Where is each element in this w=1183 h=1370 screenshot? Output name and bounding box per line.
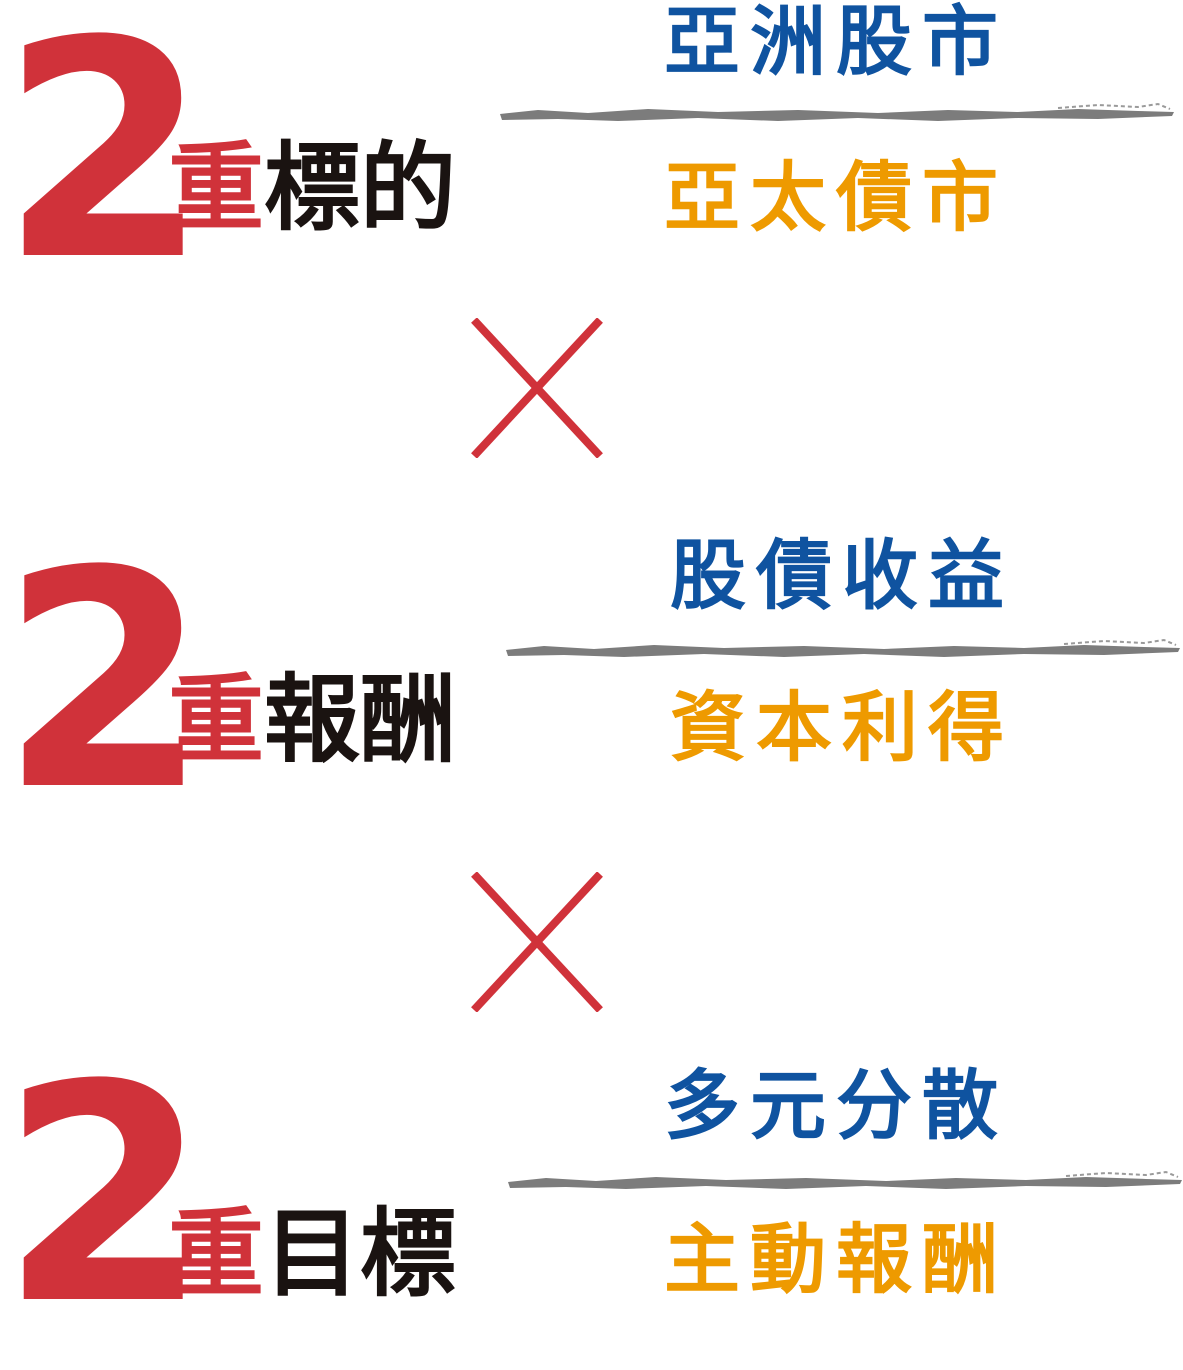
big-number: 2 bbox=[0, 1021, 209, 1370]
section-targets: 2 重標的 亞洲股市 亞太債市 bbox=[0, 0, 1183, 302]
section-label: 重目標 bbox=[168, 1206, 456, 1302]
label-highlight: 重 bbox=[168, 132, 264, 244]
top-text: 亞洲股市 bbox=[664, 0, 1008, 86]
label-text: 報酬 bbox=[264, 664, 456, 776]
bottom-text: 資本利得 bbox=[670, 683, 1014, 772]
label-highlight: 重 bbox=[168, 1198, 264, 1310]
bottom-text: 亞太債市 bbox=[664, 153, 1008, 242]
top-text: 股債收益 bbox=[670, 531, 1014, 620]
multiply-icon bbox=[471, 318, 603, 458]
top-text: 多元分散 bbox=[664, 1061, 1008, 1150]
big-number: 2 bbox=[0, 0, 209, 326]
label-text: 標的 bbox=[264, 132, 456, 244]
section-label: 重報酬 bbox=[168, 672, 456, 768]
label-text: 目標 bbox=[264, 1198, 456, 1310]
section-label: 重標的 bbox=[168, 140, 456, 236]
section-returns: 2 重報酬 股債收益 資本利得 bbox=[0, 530, 1183, 832]
section-goals: 2 重目標 多元分散 主動報酬 bbox=[0, 1040, 1183, 1346]
multiply-icon bbox=[471, 872, 603, 1012]
bottom-text: 主動報酬 bbox=[664, 1215, 1008, 1304]
big-number: 2 bbox=[0, 507, 209, 856]
brush-divider bbox=[500, 102, 1174, 121]
brush-divider bbox=[508, 1170, 1182, 1189]
brush-divider bbox=[506, 638, 1180, 657]
label-highlight: 重 bbox=[168, 664, 264, 776]
